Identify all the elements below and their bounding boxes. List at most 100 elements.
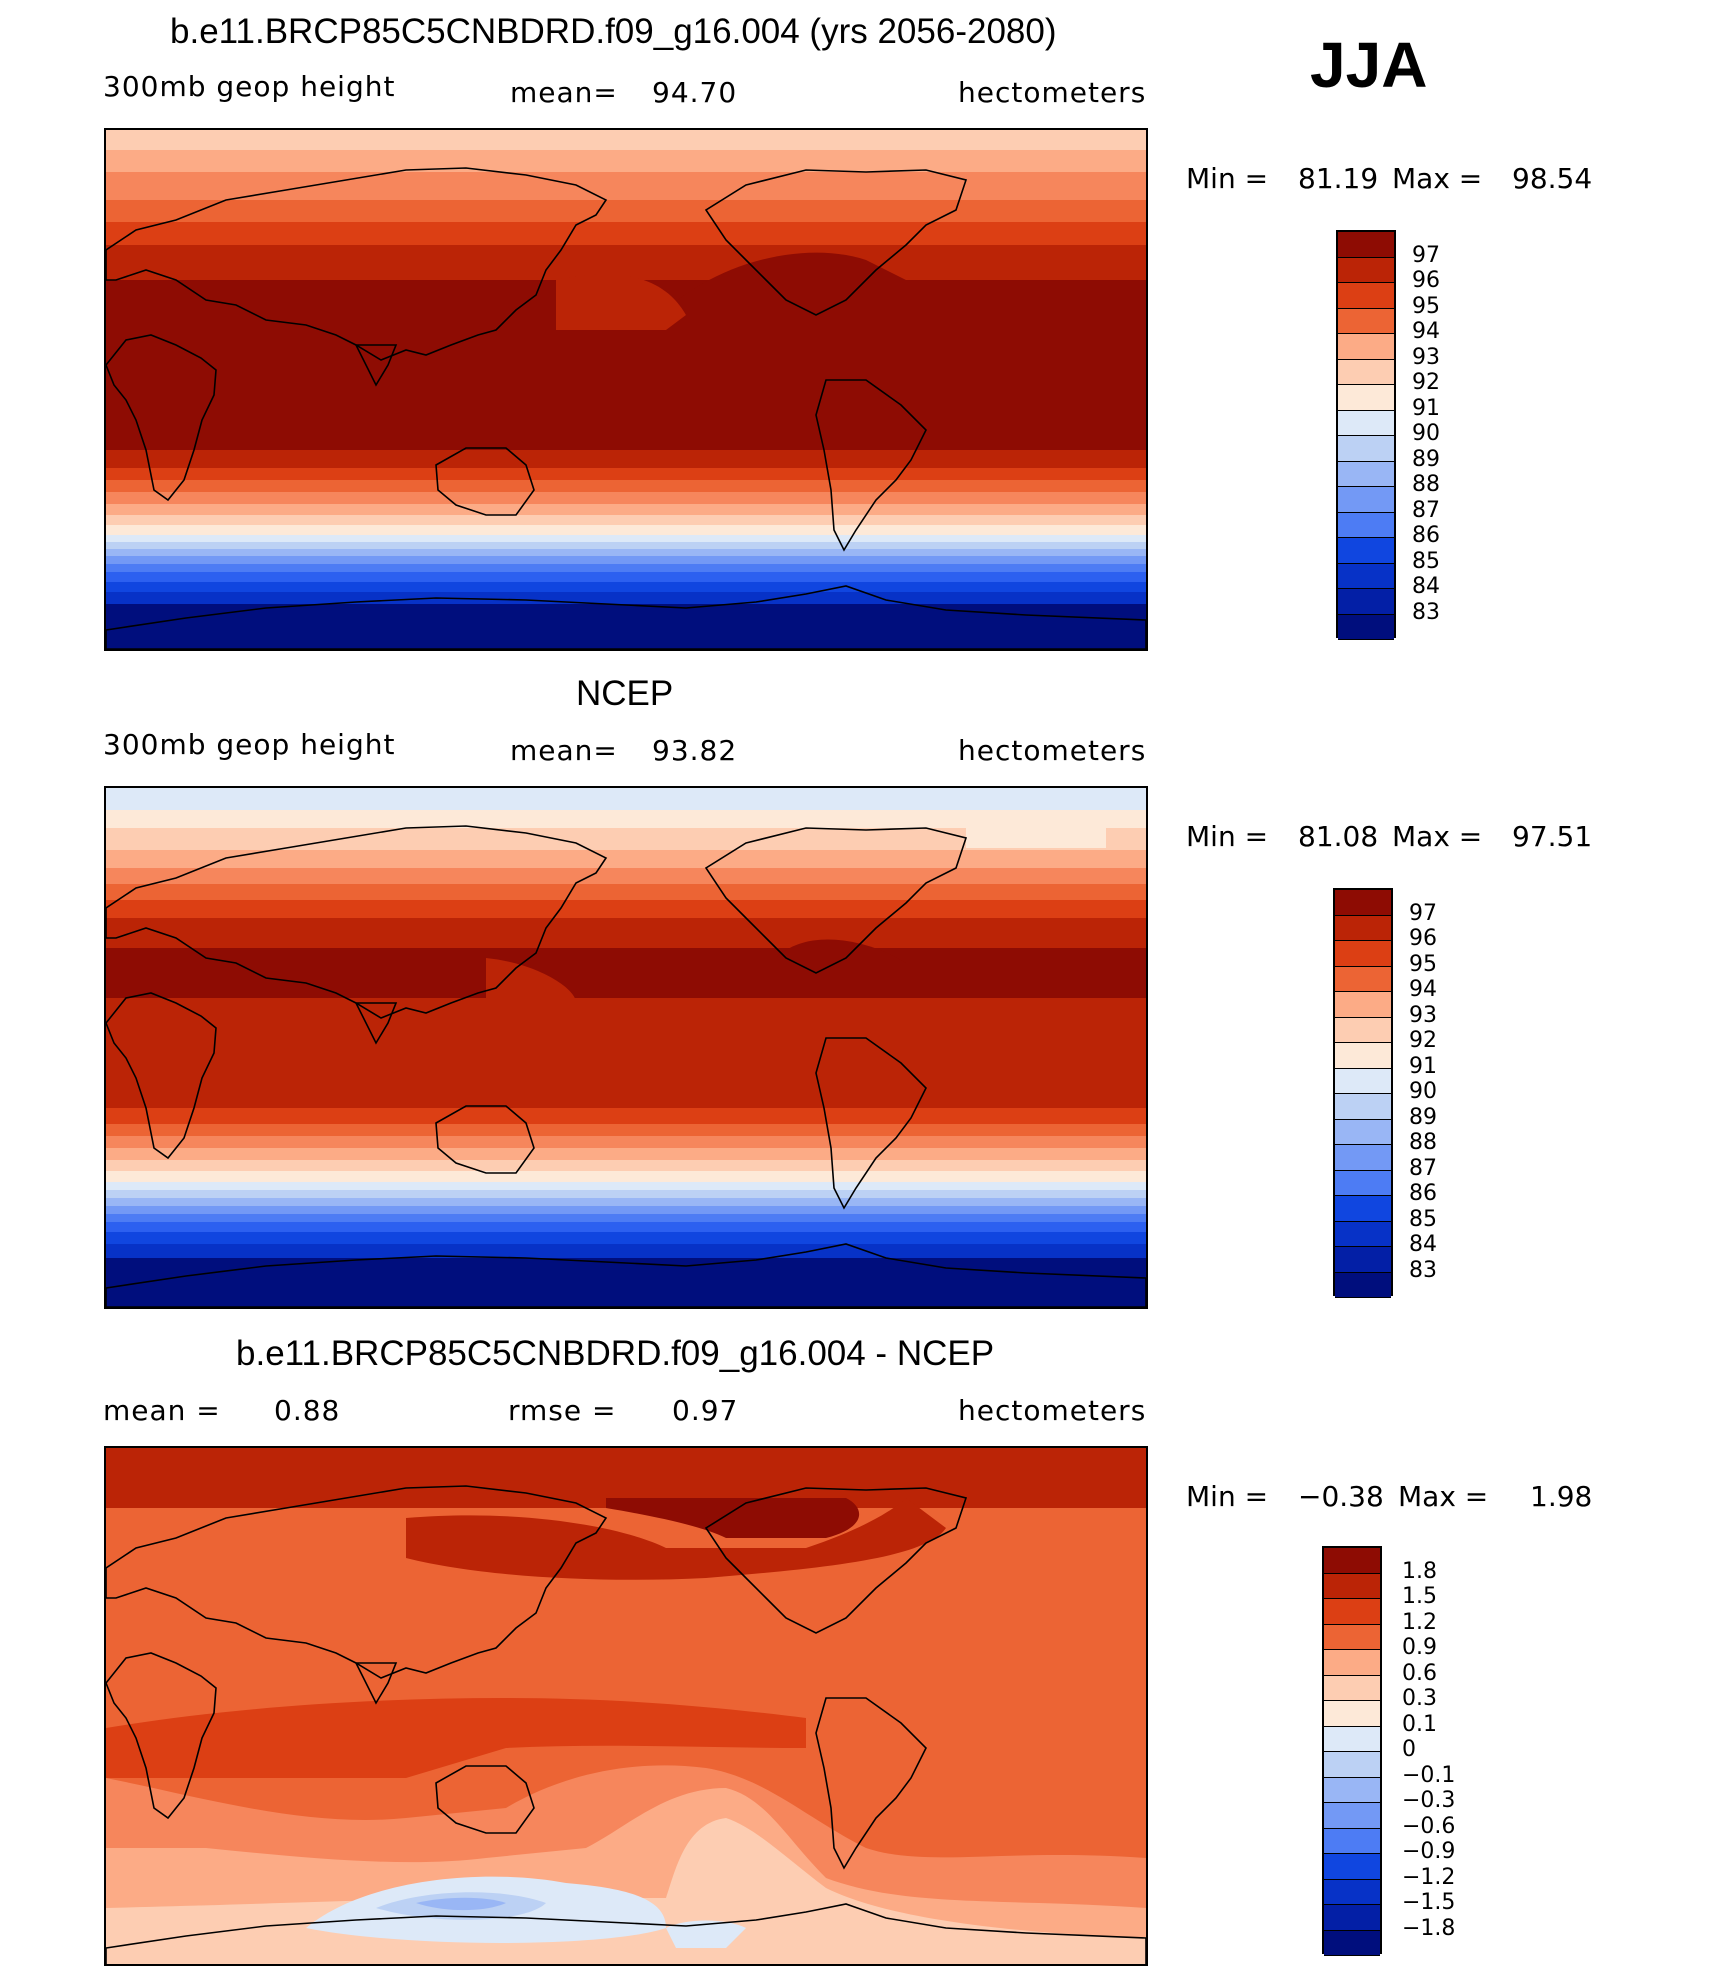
colorbar-swatch — [1324, 1803, 1380, 1829]
contour-band — [106, 480, 1146, 492]
min-label: Min = — [1186, 820, 1269, 853]
coastline — [106, 1903, 1146, 1964]
colorbar-swatch — [1324, 1548, 1380, 1574]
colorbar-swatch — [1338, 410, 1394, 436]
coastline — [815, 379, 927, 552]
coastline-outlines — [106, 1485, 1146, 1964]
colorbar-tick-label: 96 — [1409, 926, 1437, 951]
colorbar-swatch — [1335, 1094, 1391, 1120]
panel-title: b.e11.BRCP85C5CNBDRD.f09_g16.004 - NCEP — [236, 1334, 995, 1373]
contour-band — [106, 788, 1146, 810]
colorbar-tick-label: −0.6 — [1402, 1813, 1456, 1839]
contour-band — [106, 1232, 1146, 1244]
contour-band — [556, 274, 686, 330]
contour-band — [106, 592, 1146, 604]
colorbar-tick-label: −1.5 — [1402, 1890, 1456, 1915]
coastline — [435, 1765, 535, 1834]
contour-band — [106, 868, 1146, 884]
colorbar-tick-label: 96 — [1412, 268, 1440, 293]
contour-band — [106, 492, 1146, 504]
variable-label: 300mb geop height — [103, 70, 396, 103]
contour-band — [106, 604, 1146, 649]
contour-band — [106, 130, 1146, 150]
contour-band — [106, 1244, 1146, 1258]
coastline — [704, 827, 968, 974]
colorbar-swatch — [1335, 1272, 1391, 1298]
contour-band — [406, 1498, 946, 1580]
colorbar-swatch — [1335, 890, 1391, 916]
colorbar-tick-label: 85 — [1412, 548, 1440, 574]
contour-band — [106, 1108, 1146, 1124]
mean-label: mean = — [103, 1394, 221, 1427]
colorbar-tick-label: 90 — [1412, 421, 1440, 446]
panel-title: NCEP — [576, 674, 674, 713]
coastline-outlines — [106, 825, 1146, 1307]
contour-band — [106, 1136, 1146, 1148]
colorbar-tick-label: 89 — [1409, 1104, 1437, 1130]
colorbar-swatch — [1338, 461, 1394, 487]
contour-band — [106, 948, 1146, 998]
colorbar-tick-label: 1.5 — [1402, 1584, 1437, 1609]
contour-map-ncep — [104, 786, 1148, 1309]
colorbar-tick-label: 89 — [1412, 446, 1440, 472]
colorbar-swatch — [1335, 1043, 1391, 1069]
contour-band — [106, 468, 1146, 480]
colorbar-swatch — [1324, 1777, 1380, 1803]
coastline — [106, 334, 217, 502]
colorbar-swatch — [1338, 334, 1394, 360]
colorbar-swatch — [1338, 563, 1394, 589]
colorbar-tick-label: 97 — [1412, 242, 1440, 268]
coastline — [106, 1243, 1146, 1307]
colorbar-swatch — [1335, 1170, 1391, 1196]
colorbar-tick-label: −0.9 — [1402, 1839, 1456, 1864]
colorbar-swatch — [1324, 1573, 1380, 1599]
max-label: Max = — [1392, 820, 1483, 853]
colorbar-tick-label: 83 — [1412, 599, 1440, 625]
units-label: hectometers — [958, 1394, 1147, 1427]
rmse-value: 0.97 — [672, 1394, 739, 1427]
colorbar-tick-label: 93 — [1409, 1002, 1437, 1028]
colorbar-tick-label: 97 — [1409, 900, 1437, 926]
colorbar-tick-label: 0.3 — [1402, 1686, 1437, 1711]
min-label: Min = — [1186, 162, 1269, 195]
colorbar-tick-label: 0.1 — [1402, 1711, 1437, 1737]
mean-value: 94.70 — [652, 76, 738, 109]
min-label: Min = — [1186, 1480, 1269, 1513]
colorbar-tick-label: 95 — [1412, 293, 1440, 319]
contour-band — [106, 1698, 806, 1778]
colorbar-tick-label: 93 — [1412, 344, 1440, 370]
variable-label: 300mb geop height — [103, 728, 396, 761]
contour-band — [416, 1897, 506, 1911]
season-label: JJA — [1310, 29, 1428, 101]
colorbar-tick-label: −1.8 — [1402, 1915, 1456, 1941]
mean-value: 0.88 — [274, 1394, 341, 1427]
colorbar-swatch — [1335, 915, 1391, 941]
contour-band — [106, 1182, 1146, 1190]
contour-band — [106, 1214, 1146, 1222]
contour-band — [106, 222, 1146, 245]
colorbar-tick-label: 91 — [1409, 1053, 1437, 1079]
colorbar-swatch — [1335, 966, 1391, 992]
colorbar-swatch — [1335, 1247, 1391, 1273]
coastline — [106, 167, 608, 361]
contour-band — [666, 1920, 746, 1948]
contour-band — [106, 828, 1146, 850]
colorbar-swatch — [1335, 1017, 1391, 1043]
contour-band — [106, 200, 1146, 222]
max-value: 98.54 — [1512, 162, 1593, 195]
colorbar-tick-label: 0.6 — [1402, 1660, 1437, 1686]
contour-band — [606, 1498, 860, 1538]
max-label: Max = — [1392, 162, 1483, 195]
max-value: 1.98 — [1530, 1480, 1593, 1513]
contour-band — [106, 535, 1146, 542]
contour-band — [106, 556, 1146, 564]
coastline — [815, 1037, 927, 1210]
colorbar-tick-label: 90 — [1409, 1079, 1437, 1104]
colorbar-swatch — [1338, 589, 1394, 615]
mean-value: 93.82 — [652, 734, 738, 767]
mean-label: mean= — [510, 734, 618, 767]
colorbar-swatch — [1335, 1196, 1391, 1222]
coastline — [354, 1662, 398, 1705]
colorbar-tick-label: 88 — [1412, 472, 1440, 497]
contour-band — [106, 1171, 1146, 1182]
